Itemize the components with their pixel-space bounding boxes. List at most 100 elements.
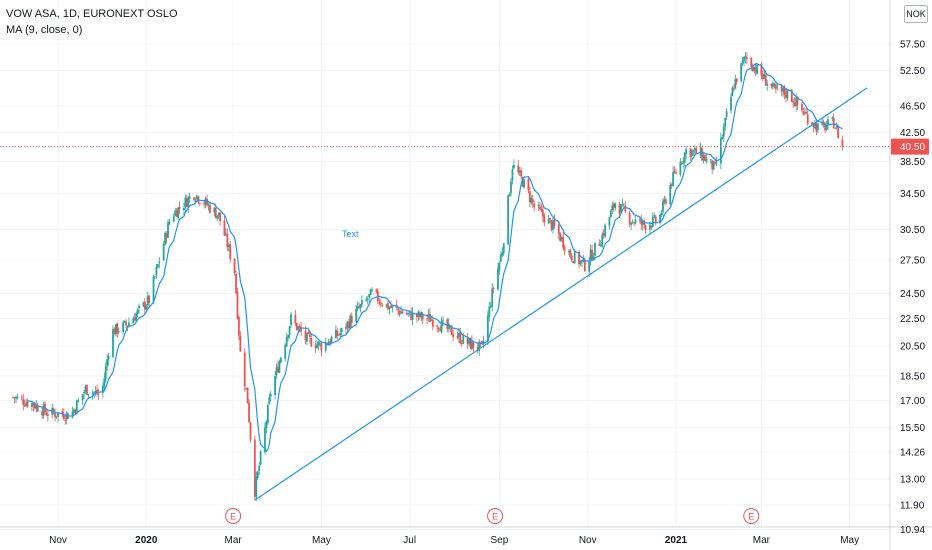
candle-body xyxy=(239,336,242,352)
candle-body xyxy=(71,411,74,418)
candle-body xyxy=(217,212,220,217)
candle-body xyxy=(94,390,97,393)
candle-body xyxy=(523,179,525,188)
candle-body xyxy=(73,409,75,413)
candle-body xyxy=(499,254,502,262)
candle-body xyxy=(693,148,696,150)
candle-body xyxy=(660,213,663,216)
candle-body xyxy=(481,341,483,344)
candle-body xyxy=(81,394,84,401)
candle-body xyxy=(578,251,580,265)
candle-body xyxy=(440,320,443,333)
price-tick-label: 38.50 xyxy=(900,157,925,168)
candle-body xyxy=(51,407,54,415)
ma-line xyxy=(27,63,843,453)
candle-body xyxy=(135,313,138,322)
symbol-title[interactable]: VOW ASA, 1D, EURONEXT OSLO xyxy=(6,8,178,20)
candle-body xyxy=(407,312,410,314)
candle-body xyxy=(594,242,596,256)
candle-body xyxy=(825,125,828,130)
candle-body xyxy=(773,84,776,86)
candle-body xyxy=(624,206,627,212)
candle-body xyxy=(806,114,809,124)
candle-body xyxy=(142,302,145,307)
candle-body xyxy=(675,172,677,174)
candle-body xyxy=(714,161,716,164)
candle-body xyxy=(570,255,573,261)
candle-body xyxy=(298,325,301,328)
candle-body xyxy=(540,208,543,211)
indicator-title[interactable]: MA (9, close, 0) xyxy=(6,24,83,36)
candle-body xyxy=(591,249,593,260)
candle-body xyxy=(543,215,546,223)
candle-body xyxy=(177,207,180,219)
candle-body xyxy=(662,200,664,213)
trendline[interactable] xyxy=(254,87,868,501)
candle-body xyxy=(431,319,434,327)
time-tick-label: May xyxy=(312,535,331,546)
earnings-marker[interactable] xyxy=(743,508,760,524)
candle-body xyxy=(75,400,78,414)
candle-body xyxy=(214,208,217,218)
candle-body xyxy=(436,325,439,328)
candle-body xyxy=(400,311,402,314)
candle-body xyxy=(265,421,268,428)
candle-body xyxy=(249,422,252,440)
candle-body xyxy=(614,203,617,209)
candle-body xyxy=(65,412,68,420)
candle-body xyxy=(815,123,818,132)
candle-body xyxy=(255,476,258,498)
candle-body xyxy=(36,405,39,412)
earnings-marker[interactable] xyxy=(487,508,504,524)
candle-body xyxy=(753,66,756,71)
currency-badge[interactable]: NOK xyxy=(904,5,928,23)
earnings-marker[interactable] xyxy=(225,508,242,524)
candle-body xyxy=(167,222,169,238)
candle-body xyxy=(508,194,511,197)
candle-body xyxy=(763,73,766,79)
candle-body xyxy=(349,315,352,329)
candle-body xyxy=(114,324,117,335)
time-axis[interactable]: Nov 2020 Mar May Jul Sep Nov 2021 Mar May xyxy=(49,535,859,546)
price-axis[interactable]: 10.94 11.90 13.00 14.26 15.50 17.00 18.50 20.50… xyxy=(900,40,925,537)
candle-body xyxy=(112,329,114,357)
candle-body xyxy=(387,302,389,310)
candle-body xyxy=(712,161,715,170)
candle-body xyxy=(705,158,708,162)
candle-body xyxy=(25,402,28,406)
candle-body xyxy=(378,302,381,304)
earnings-marker-label: E xyxy=(748,512,754,522)
candle-body xyxy=(398,310,401,315)
candle-body xyxy=(421,313,424,320)
time-tick-label: Nov xyxy=(579,535,597,546)
candle-body xyxy=(644,225,647,230)
candle-body xyxy=(638,219,641,221)
candle-body xyxy=(57,412,59,417)
candle-body xyxy=(827,119,829,125)
candle-body xyxy=(223,220,226,236)
candle-body xyxy=(23,405,26,407)
candlesticks[interactable] xyxy=(12,51,844,502)
candle-body xyxy=(42,404,45,416)
candle-body xyxy=(573,251,576,264)
candle-body xyxy=(125,321,127,326)
candle-body xyxy=(371,289,373,291)
candle-body xyxy=(410,311,413,320)
candle-body xyxy=(628,212,631,225)
candle-body xyxy=(33,404,36,409)
candle-body xyxy=(178,207,181,209)
last-price-badge-bg xyxy=(891,138,929,155)
candle-body xyxy=(746,57,748,59)
candle-body xyxy=(329,340,331,344)
candle-body xyxy=(236,291,239,319)
candle-body xyxy=(672,172,675,186)
candle-body xyxy=(324,342,327,351)
candle-body xyxy=(77,400,80,402)
candle-body xyxy=(340,328,343,333)
candle-body xyxy=(822,121,825,124)
text-annotation[interactable]: Text xyxy=(342,229,359,239)
candle-body xyxy=(128,322,130,326)
candle-body xyxy=(405,312,408,315)
